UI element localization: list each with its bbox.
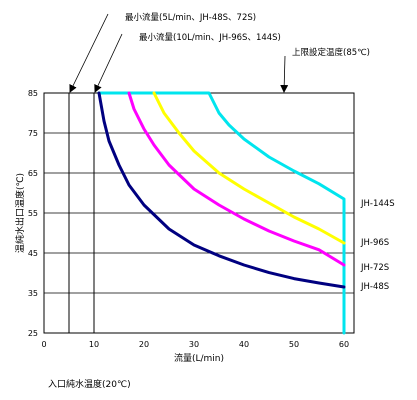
series-line-jh-48s	[97, 91, 346, 289]
upper-limit-label: 上限設定温度(85℃)	[292, 47, 370, 58]
x-tick-label: 20	[139, 340, 149, 349]
x-tick-label: 10	[89, 340, 99, 349]
y-axis-title: 温純水出口温度(℃)	[14, 173, 26, 253]
x-tick-label: 0	[41, 340, 46, 349]
y-tick-label: 65	[28, 169, 38, 178]
y-tick-label: 85	[28, 89, 38, 98]
min-flow-arrow	[69, 13, 109, 93]
y-tick-label: 35	[28, 289, 38, 298]
x-axis-title: 流量(L/min)	[174, 352, 224, 364]
min-flow-label: 最小流量(10L/min、JH-96S、144S)	[139, 32, 281, 43]
series-line-jh-144s	[97, 91, 346, 335]
min-flow-label: 最小流量(5L/min、JH-48S、72S)	[125, 12, 256, 23]
series-label-jh-96s: JH-96S	[360, 238, 389, 248]
y-tick-label: 55	[28, 209, 38, 218]
x-tick-label: 60	[339, 340, 349, 349]
x-tick-label: 30	[189, 340, 199, 349]
y-tick-label: 45	[28, 249, 38, 258]
series-line-jh-72s	[127, 91, 346, 267]
y-tick-label: 75	[28, 129, 38, 138]
inlet-temperature-note: 入口純水温度(20℃)	[48, 380, 131, 390]
series-label-jh-144s: JH-144S	[360, 199, 395, 209]
series-line-jh-96s	[152, 91, 346, 245]
upper-limit-arrow	[280, 55, 289, 93]
x-tick-label: 40	[239, 340, 249, 349]
y-tick-label: 25	[28, 329, 38, 338]
series-label-jh-72s: JH-72S	[360, 263, 389, 273]
series-label-jh-48s: JH-48S	[360, 282, 389, 292]
x-tick-label: 50	[289, 340, 299, 349]
min-flow-arrow	[94, 33, 123, 93]
